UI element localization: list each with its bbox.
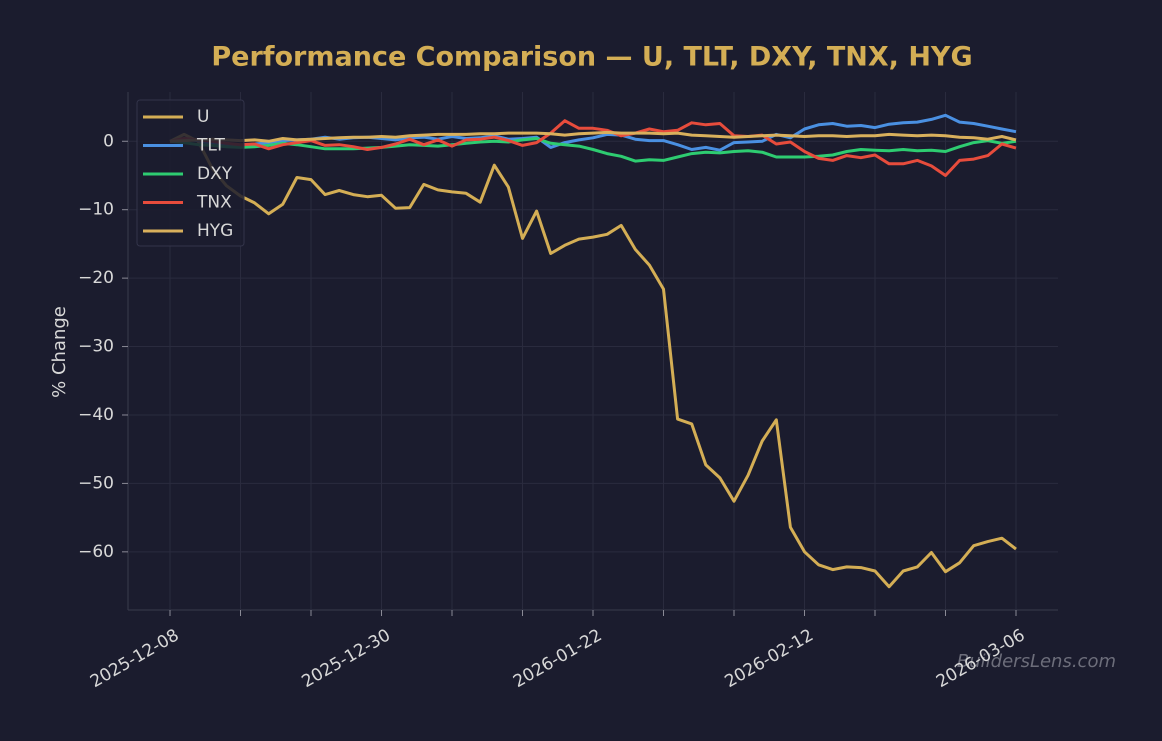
- y-tick-label: 0: [103, 131, 114, 151]
- legend-box: [136, 99, 245, 247]
- y-tick-label: −50: [78, 473, 114, 493]
- chart-title: Performance Comparison — U, TLT, DXY, TN…: [211, 42, 972, 73]
- y-tick-label: −30: [78, 337, 114, 357]
- legend-label: TLT: [196, 136, 226, 156]
- y-axis-label: % Change: [49, 306, 70, 398]
- legend-label: DXY: [197, 164, 233, 184]
- legend-label: HYG: [197, 221, 233, 241]
- y-tick-label: −20: [78, 268, 114, 288]
- watermark: BuildersLens.com: [957, 651, 1116, 672]
- legend: U TLT DXY TNX HYG: [136, 99, 245, 247]
- series-line: [169, 130, 1017, 143]
- series-line: [169, 137, 1017, 163]
- y-tick-label: −40: [78, 405, 114, 425]
- series-line: [169, 132, 1017, 589]
- legend-label: TNX: [196, 193, 232, 213]
- y-tick-label: −60: [78, 542, 114, 562]
- legend-label: U: [197, 107, 209, 127]
- y-tick-label: −10: [78, 200, 114, 220]
